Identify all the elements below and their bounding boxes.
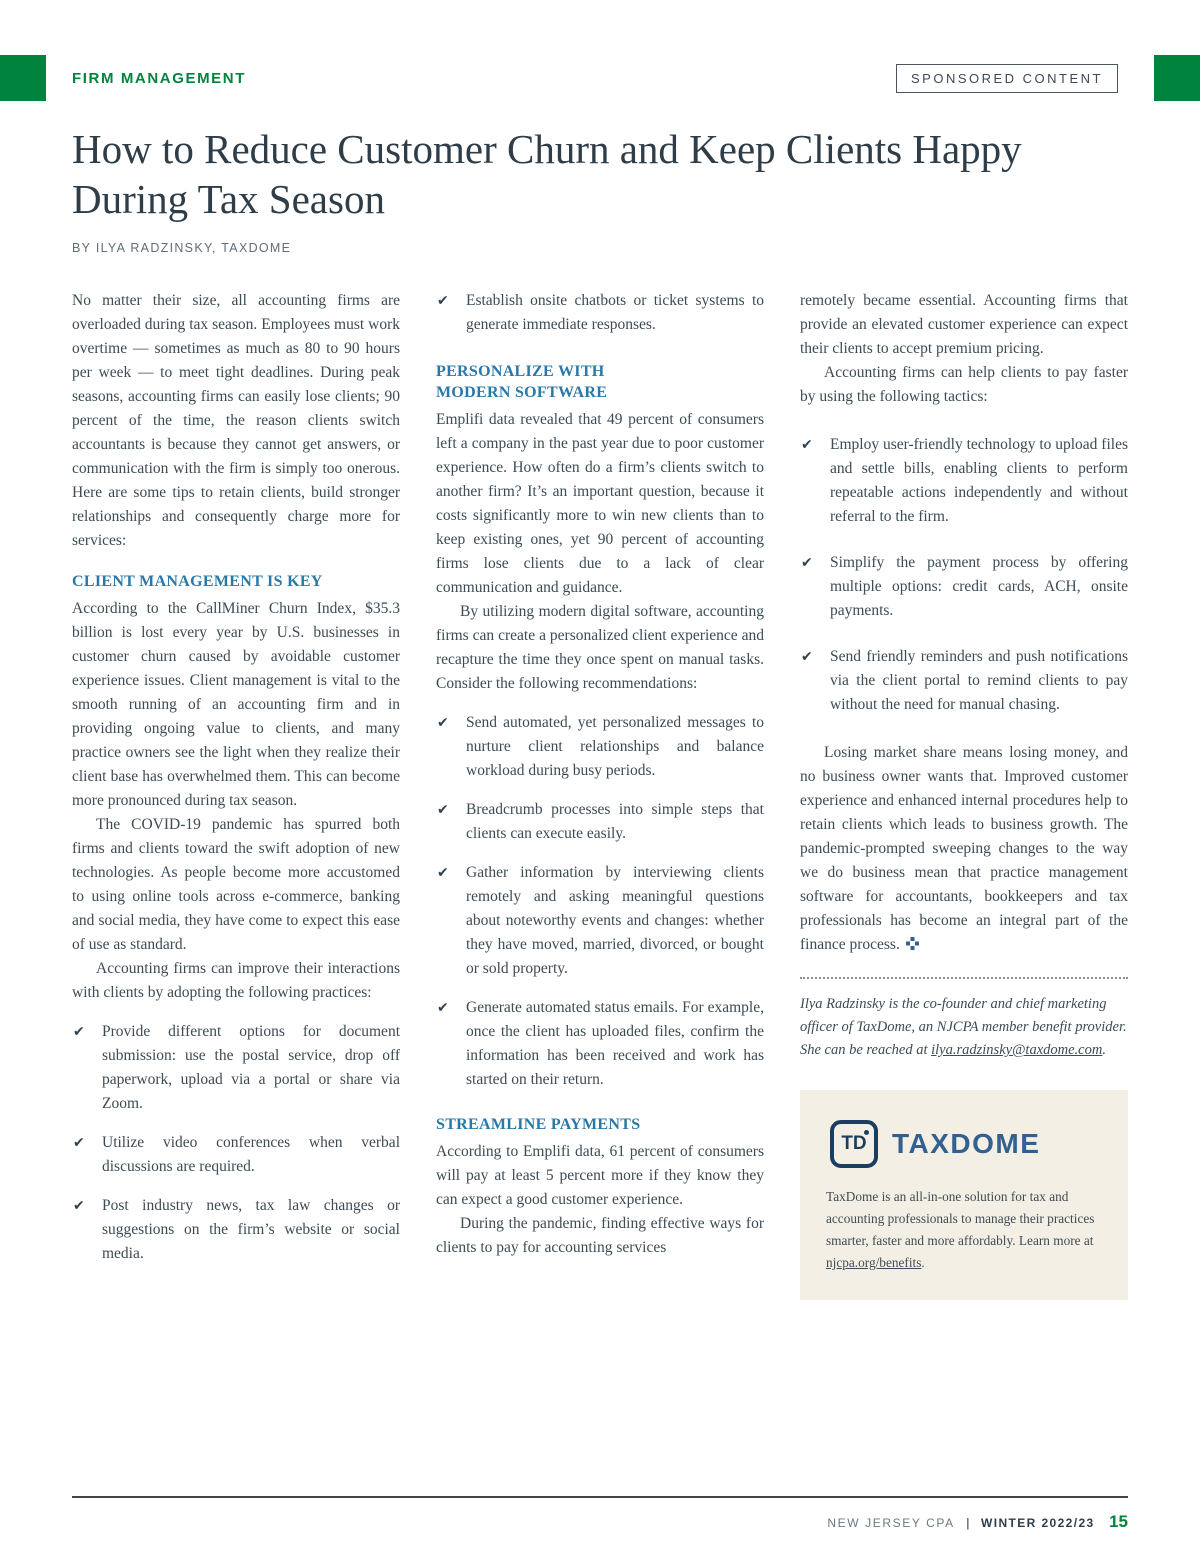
article-content: How to Reduce Customer Churn and Keep Cl… bbox=[72, 124, 1128, 1301]
footer-separator: | bbox=[966, 1516, 970, 1530]
list-item: ✔ Simplify the payment process by offeri… bbox=[800, 551, 1128, 623]
bio-suffix: . bbox=[1102, 1042, 1106, 1059]
paragraph: By utilizing modern digital software, ac… bbox=[436, 603, 764, 693]
section-heading-client-management: CLIENT MANAGEMENT IS KEY bbox=[72, 573, 323, 591]
paragraph: remotely became essential. Accounting fi… bbox=[800, 292, 1128, 358]
paragraph: Losing market share means losing money, … bbox=[800, 741, 1128, 957]
page-title: How to Reduce Customer Churn and Keep Cl… bbox=[72, 126, 1022, 223]
closing-paragraph-text: Losing market share means losing money, … bbox=[800, 744, 1128, 954]
taxdome-promo-card: TD TAXDOME TaxDome is an all-in-one solu… bbox=[800, 1090, 1128, 1301]
list-item: ✔ Generate automated status emails. For … bbox=[436, 996, 764, 1092]
check-icon: ✔ bbox=[437, 802, 449, 819]
bullet-text: Employ user-friendly technology to uploa… bbox=[830, 436, 1128, 526]
sponsored-content-badge: SPONSORED CONTENT bbox=[895, 63, 1118, 93]
section-kicker: FIRM MANAGEMENT bbox=[72, 69, 246, 87]
taxdome-wordmark: TAXDOME bbox=[892, 1128, 1041, 1160]
paragraph: Accounting firms can improve their inter… bbox=[72, 960, 400, 1002]
list-item: ✔ Breadcrumb processes into simple steps… bbox=[436, 798, 764, 846]
list-item: ✔ Send automated, yet personalized messa… bbox=[436, 711, 764, 783]
bullet-text: Breadcrumb processes into simple steps t… bbox=[466, 801, 764, 843]
check-icon: ✔ bbox=[437, 715, 449, 732]
list-item: ✔ Employ user-friendly technology to upl… bbox=[800, 433, 1128, 529]
accent-bar-right bbox=[1154, 55, 1200, 101]
check-icon: ✔ bbox=[437, 865, 449, 882]
check-icon: ✔ bbox=[73, 1198, 85, 1215]
issue-label: WINTER 2022/23 bbox=[980, 1516, 1095, 1530]
paragraph: No matter their size, all accounting fir… bbox=[72, 292, 400, 550]
accent-bar-left bbox=[0, 55, 46, 101]
taxdome-monogram-icon: TD bbox=[830, 1120, 878, 1169]
check-icon: ✔ bbox=[801, 437, 813, 454]
bio-text: Ilya Radzinsky is the co-founder and chi… bbox=[800, 996, 1127, 1059]
bullet-text: Send friendly reminders and push notific… bbox=[830, 648, 1128, 714]
list-item: ✔ Post industry news, tax law changes or… bbox=[72, 1194, 400, 1266]
list-item: ✔ Send friendly reminders and push notif… bbox=[800, 645, 1128, 717]
column-1: No matter their size, all accounting fir… bbox=[72, 289, 400, 1300]
column-2: ✔ Establish onsite chatbots or ticket sy… bbox=[436, 289, 764, 1300]
page-number: 15 bbox=[1109, 1512, 1128, 1531]
byline: BY ILYA RADZINSKY, TAXDOME bbox=[72, 241, 292, 256]
bullet-text: Send automated, yet personalized message… bbox=[466, 714, 764, 780]
check-icon: ✔ bbox=[73, 1024, 85, 1041]
list-item: ✔ Provide different options for document… bbox=[72, 1020, 400, 1116]
author-email-link[interactable]: ilya.radzinsky@taxdome.com bbox=[931, 1042, 1103, 1059]
bullet-text: Post industry news, tax law changes or s… bbox=[102, 1197, 400, 1263]
paragraph: During the pandemic, finding effective w… bbox=[436, 1215, 764, 1257]
bullet-text: Establish onsite chatbots or ticket syst… bbox=[466, 292, 764, 334]
paragraph: Accounting firms can help clients to pay… bbox=[800, 364, 1128, 406]
taxdome-logo: TD TAXDOME bbox=[826, 1120, 1102, 1169]
list-item: ✔ Establish onsite chatbots or ticket sy… bbox=[436, 289, 764, 337]
check-icon: ✔ bbox=[801, 649, 813, 666]
bullet-text: Gather information by interviewing clien… bbox=[466, 864, 764, 978]
bullet-text: Generate automated status emails. For ex… bbox=[466, 999, 764, 1089]
njcpa-benefits-link[interactable]: njcpa.org/benefits bbox=[826, 1255, 922, 1271]
section-heading-streamline: STREAMLINE PAYMENTS bbox=[436, 1116, 641, 1134]
page-footer: NEW JERSEY CPA | WINTER 2022/23 15 bbox=[72, 1496, 1128, 1532]
promo-suffix: . bbox=[921, 1255, 925, 1271]
paragraph: The COVID-19 pandemic has spurred both f… bbox=[72, 816, 400, 954]
check-icon: ✔ bbox=[73, 1135, 85, 1152]
paragraph: According to the CallMiner Churn Index, … bbox=[72, 600, 400, 810]
column-3: remotely became essential. Accounting fi… bbox=[800, 289, 1128, 1301]
promo-text: TaxDome is an all-in-one solution for ta… bbox=[826, 1189, 1095, 1249]
paragraph: Emplifi data revealed that 49 percent of… bbox=[436, 411, 764, 597]
article-columns: No matter their size, all accounting fir… bbox=[72, 289, 1128, 1301]
bullet-text: Utilize video conferences when verbal di… bbox=[102, 1134, 400, 1176]
magazine-name: NEW JERSEY CPA bbox=[827, 1516, 955, 1530]
article-end-icon bbox=[905, 937, 919, 951]
paragraph: According to Emplifi data, 61 percent of… bbox=[436, 1143, 764, 1209]
section-heading-personalize: PERSONALIZE WITH MODERN SOFTWARE bbox=[436, 363, 608, 402]
bullet-text: Simplify the payment process by offering… bbox=[830, 554, 1128, 620]
check-icon: ✔ bbox=[437, 1000, 449, 1017]
author-bio: Ilya Radzinsky is the co-founder and chi… bbox=[800, 977, 1128, 1062]
list-item: ✔ Gather information by interviewing cli… bbox=[436, 861, 764, 981]
promo-description: TaxDome is an all-in-one solution for ta… bbox=[826, 1186, 1102, 1274]
check-icon: ✔ bbox=[801, 555, 813, 572]
bullet-text: Provide different options for document s… bbox=[102, 1023, 400, 1113]
check-icon: ✔ bbox=[437, 293, 449, 310]
list-item: ✔ Utilize video conferences when verbal … bbox=[72, 1131, 400, 1179]
top-band: FIRM MANAGEMENT SPONSORED CONTENT bbox=[0, 55, 1200, 101]
